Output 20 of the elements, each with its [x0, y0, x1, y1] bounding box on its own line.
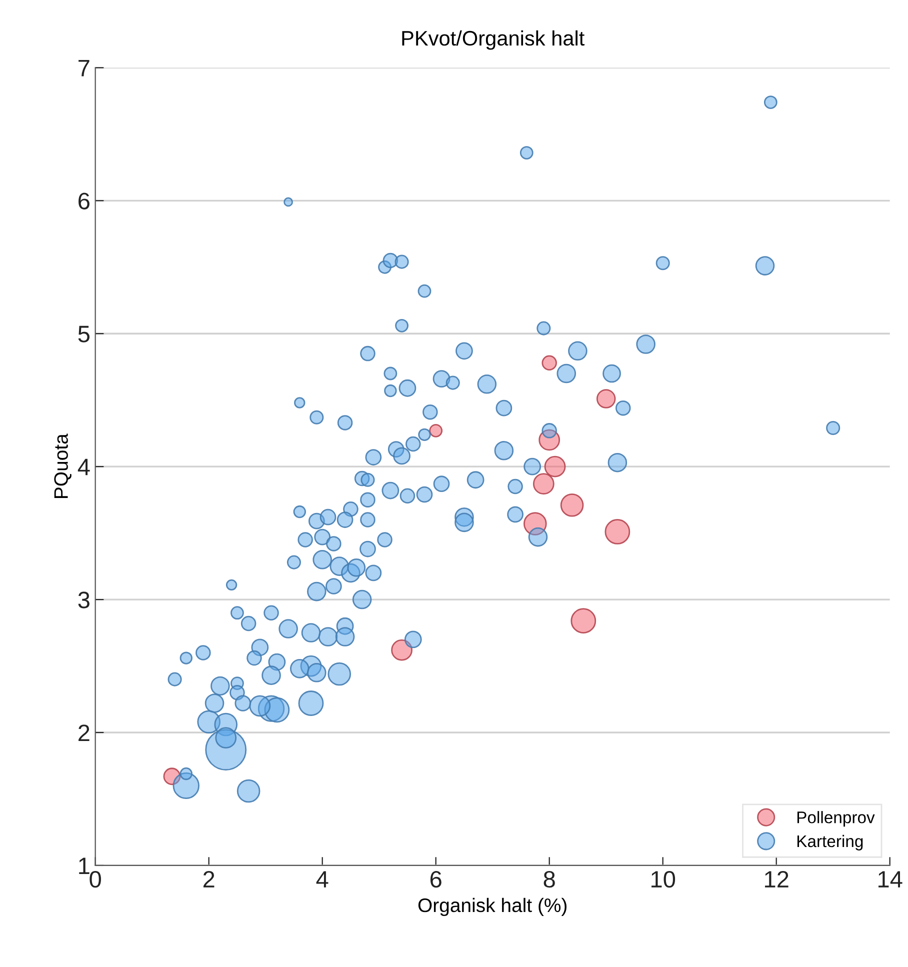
x-tick-label: 0: [90, 870, 101, 888]
y-axis-title: PQuota: [54, 434, 72, 498]
x-tick-label: 6: [430, 870, 442, 888]
x-tick-label: 8: [544, 870, 555, 888]
legend-label: Pollenprov: [797, 811, 875, 827]
y-tick-label: 7: [78, 60, 90, 76]
x-tick-label: 2: [203, 870, 214, 888]
y-tick-label: 5: [78, 326, 90, 342]
y-tick-label: 3: [78, 592, 90, 608]
x-tick-label: 14: [878, 871, 902, 888]
y-tick-label: 4: [78, 458, 90, 476]
x-tick-label: 4: [316, 871, 328, 888]
x-tick-label: 10: [652, 870, 676, 888]
y-tick-label: 6: [78, 192, 90, 210]
y-tick-label: 2: [78, 724, 90, 742]
y-tick-label: 1: [79, 858, 90, 874]
x-tick-label: 12: [765, 870, 788, 888]
chart-title: PKvot/Organisk halt: [402, 30, 584, 50]
legend-label: Kartering: [797, 834, 863, 850]
x-axis-title: Organisk halt (%): [418, 898, 566, 916]
